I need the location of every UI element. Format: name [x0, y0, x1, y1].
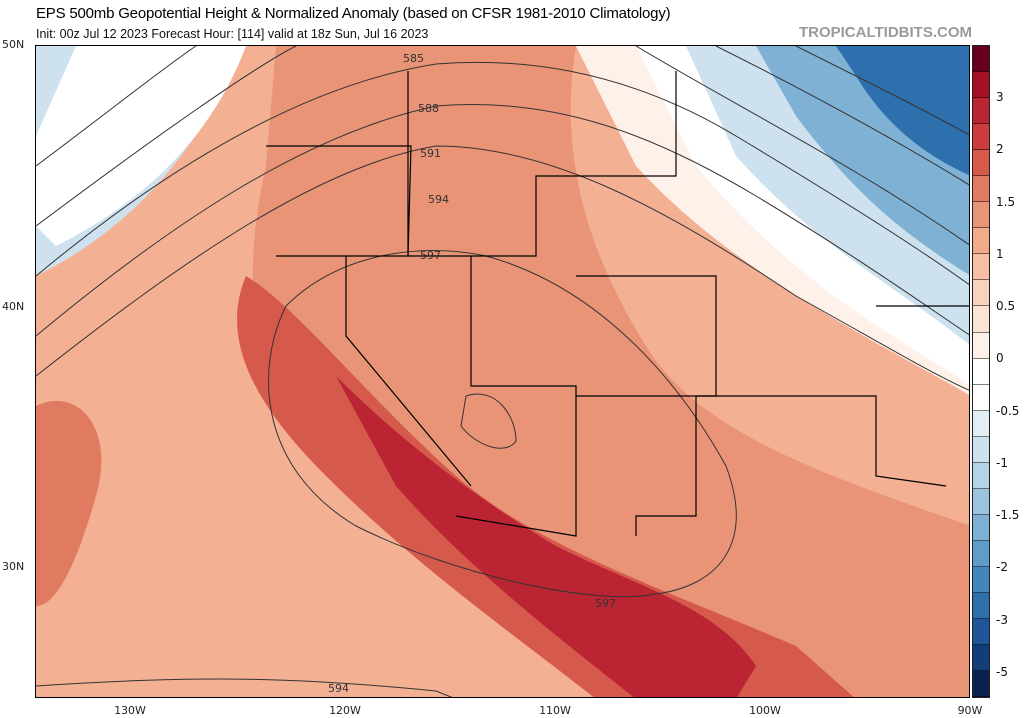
colorbar-bin	[973, 72, 989, 99]
contour-label-585: 585	[403, 52, 424, 65]
contour-label-594: 594	[428, 193, 449, 206]
colorbar-bin	[973, 462, 989, 489]
lon-label-90w: 90W	[957, 704, 983, 717]
contour-label-597-south: 597	[595, 597, 616, 610]
colorbar-bin	[973, 254, 989, 281]
contour-label-597: 597	[420, 249, 441, 262]
colorbar-label: 1	[996, 246, 1004, 261]
colorbar-label: -1	[996, 455, 1008, 470]
lat-label-40n: 40N	[2, 300, 25, 313]
colorbar-label: -3	[996, 612, 1008, 627]
colorbar-label: 0	[996, 351, 1004, 366]
colorbar-bin	[973, 671, 989, 698]
colorbar-bin	[973, 176, 989, 203]
lon-label-130w: 130W	[114, 704, 146, 717]
lon-label-100w: 100W	[749, 704, 781, 717]
lon-label-120w: 120W	[329, 704, 361, 717]
map-subtitle: Init: 00z Jul 12 2023 Forecast Hour: [11…	[36, 27, 429, 41]
colorbar-bin	[973, 280, 989, 307]
colorbar-bin	[973, 46, 989, 73]
colorbar-bin	[973, 645, 989, 672]
map-canvas: 585 588 591 594 597 597 594	[36, 46, 969, 697]
contour-label-588: 588	[418, 102, 439, 115]
anomaly-map: 585 588 591 594 597 597 594	[35, 45, 970, 698]
colorbar-label: 0.5	[996, 299, 1016, 314]
colorbar-bin	[973, 384, 989, 411]
lon-label-110w: 110W	[539, 704, 571, 717]
colorbar-bin	[973, 358, 989, 385]
contour-label-591: 591	[420, 147, 441, 160]
colorbar-bin	[973, 514, 989, 541]
colorbar-bin	[973, 410, 989, 437]
colorbar-bin	[973, 619, 989, 646]
state-borders	[266, 71, 969, 537]
colorbar-bin	[973, 592, 989, 620]
colorbar-bin	[973, 150, 989, 177]
lat-label-50n: 50N	[2, 38, 25, 51]
strongest-negative-ne	[836, 46, 969, 176]
height-contours	[36, 46, 969, 697]
colorbar-label: 1.5	[996, 194, 1016, 209]
colorbar-bin	[973, 98, 989, 125]
colorbar-bin	[973, 488, 989, 515]
positive-anomaly-west	[36, 400, 102, 606]
colorbar-bin	[973, 124, 989, 151]
watermark: TROPICALTIDBITS.COM	[798, 24, 972, 41]
colorbar-label: 3	[996, 90, 1004, 105]
colorbar-bin	[973, 306, 989, 333]
neutral-nw	[36, 46, 246, 246]
colorbar-label: -1.5	[996, 508, 1020, 523]
colorbar-label: -5	[996, 664, 1008, 679]
colorbar-label: -0.5	[996, 403, 1020, 418]
colorbar-bin	[973, 566, 989, 593]
contour-label-594-south: 594	[328, 682, 349, 695]
strongest-positive-core	[336, 376, 756, 697]
colorbar-bin	[973, 540, 989, 567]
colorbar-label: 2	[996, 142, 1004, 157]
colorbar-bin	[973, 332, 989, 359]
colorbar-bin	[973, 436, 989, 463]
map-title: EPS 500mb Geopotential Height & Normaliz…	[36, 5, 671, 22]
colorbar-bin	[973, 228, 989, 255]
colorbar-label: -2	[996, 560, 1008, 575]
colorbar	[972, 45, 990, 698]
colorbar-bin	[973, 202, 989, 229]
lat-label-30n: 30N	[2, 560, 25, 573]
